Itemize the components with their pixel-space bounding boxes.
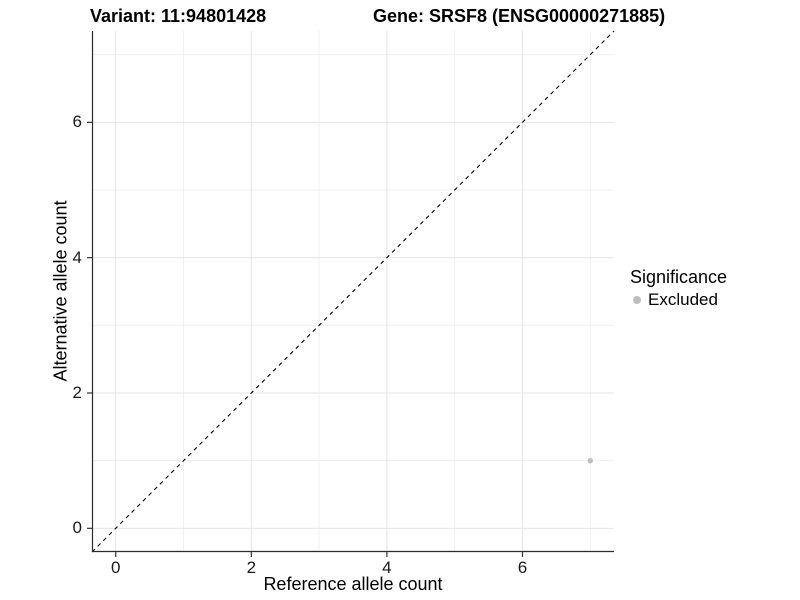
plot-panel [87, 30, 615, 557]
legend-item: Excluded [630, 290, 727, 310]
x-tick-label: 2 [246, 558, 257, 577]
plot-title-variant: Variant: 11:94801428 [90, 6, 267, 26]
legend-title: Significance [630, 267, 728, 287]
plot-title-gene: Gene: SRSF8 (ENSG00000271885) [373, 6, 666, 26]
legend: Significance Excluded [630, 266, 727, 310]
y-axis-title: Alternative allele count [50, 200, 71, 382]
y-tick-label: 2 [72, 382, 82, 402]
x-axis-title: Reference allele count [263, 574, 443, 594]
legend-item-label: Excluded [648, 290, 718, 309]
y-tick-label: 6 [72, 112, 82, 132]
y-tick-label: 4 [72, 247, 82, 267]
data-point [587, 457, 593, 464]
y-tick-label: 0 [72, 518, 82, 538]
x-tick-label: 4 [382, 558, 392, 577]
x-tick-label: 0 [110, 558, 121, 577]
x-tick-label: 6 [517, 558, 528, 577]
legend-items: Excluded [630, 290, 727, 310]
legend-key-dot-icon [633, 296, 641, 304]
identity-dashed-line [91, 30, 615, 553]
